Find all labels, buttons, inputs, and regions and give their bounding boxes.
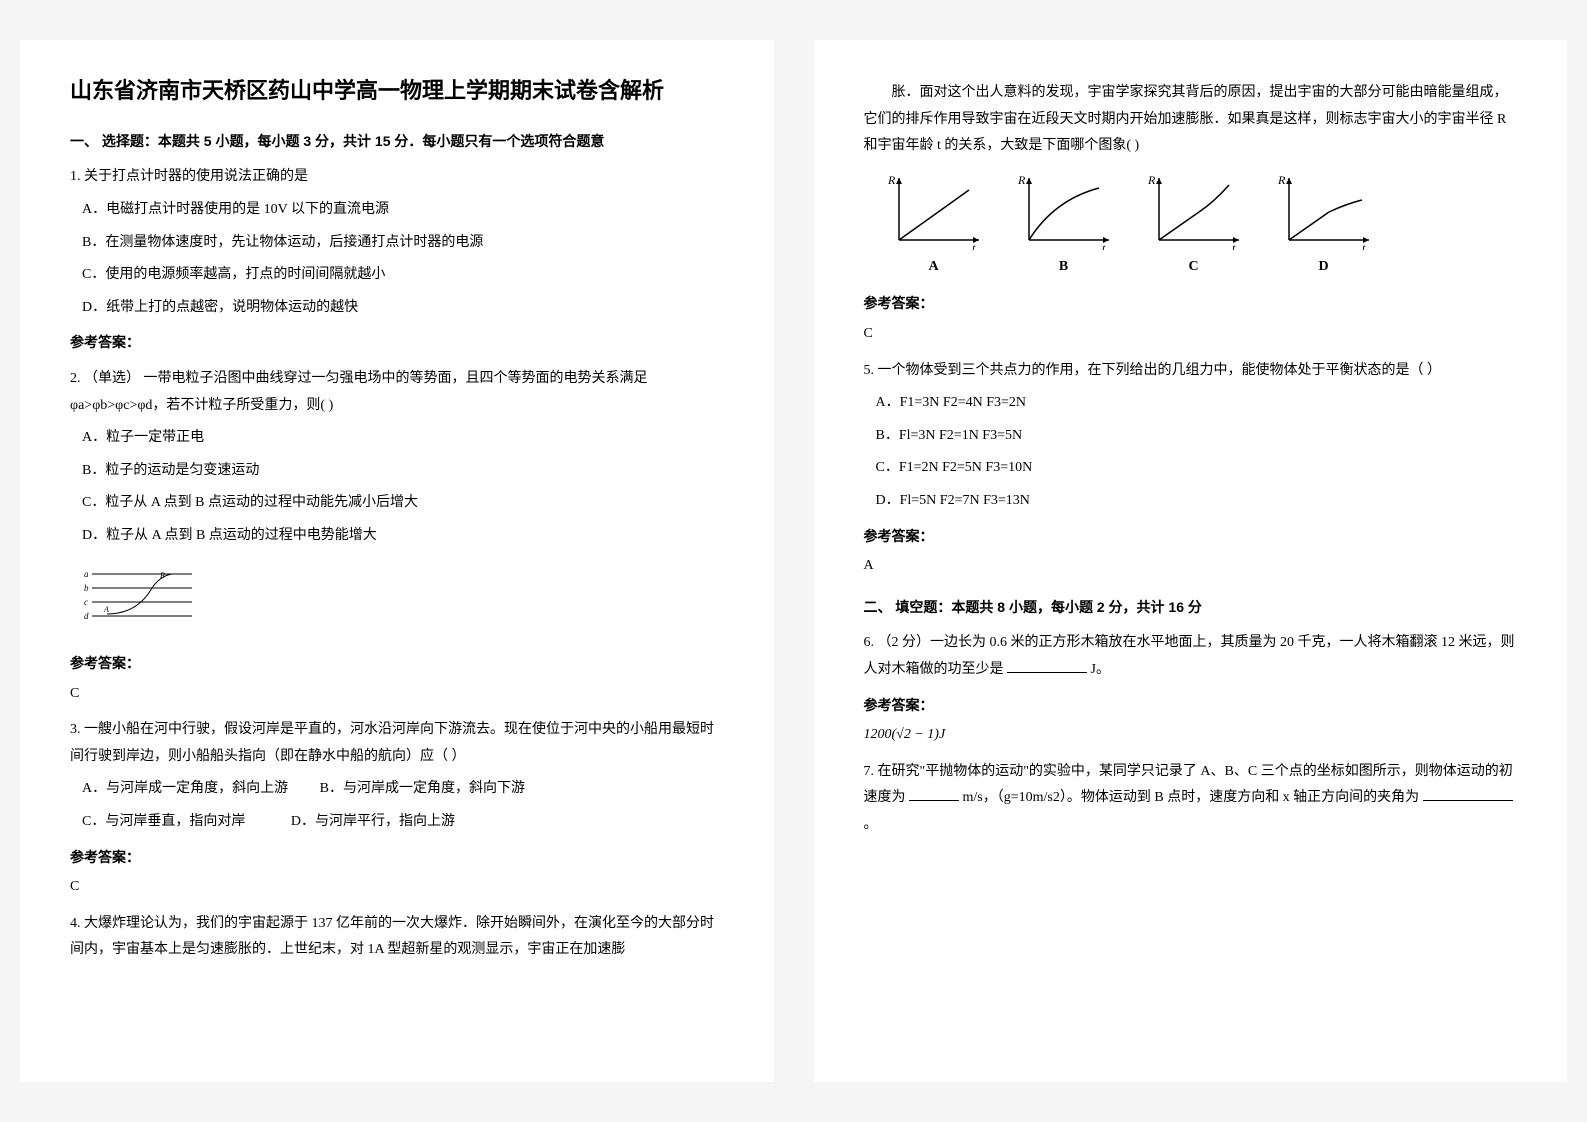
- axis-t-label: t: [1362, 241, 1366, 250]
- q5-stem: 5. 一个物体受到三个共点力的作用，在下列给出的几组力中，能使物体处于平衡状态的…: [864, 358, 1518, 385]
- axis-r-label: R: [1277, 173, 1286, 187]
- graph-d: R t: [1274, 170, 1374, 250]
- q3-opts-ab: A．与河岸成一定角度，斜向上游 B．与河岸成一定角度，斜向下游: [82, 776, 724, 803]
- graph-a: R t: [884, 170, 984, 250]
- graph-b: R t: [1014, 170, 1114, 250]
- graph-d-cell: R t D: [1274, 170, 1374, 281]
- q3-stem: 3. 一艘小船在河中行驶，假设河岸是平直的，河水沿河岸向下游流去。现在使位于河中…: [70, 717, 724, 770]
- graph-b-cell: R t B: [1014, 170, 1114, 281]
- graph-b-label: B: [1014, 254, 1114, 281]
- q2-opt-b: B．粒子的运动是匀变速运动: [82, 458, 724, 485]
- q5-opt-a: A．F1=3N F2=4N F3=2N: [876, 390, 1518, 417]
- graph-c-label: C: [1144, 254, 1244, 281]
- q1-stem: 1. 关于打点计时器的使用说法正确的是: [70, 164, 724, 191]
- svg-text:B: B: [160, 571, 165, 580]
- q6-stem-b: J。: [1091, 662, 1110, 677]
- svg-text:b: b: [84, 583, 89, 593]
- q2-answer: C: [70, 681, 724, 708]
- q4-stem-part2: 胀．面对这个出人意料的发现，宇宙学家探究其背后的原因，提出宇宙的大部分可能由暗能…: [864, 80, 1518, 160]
- paper-title: 山东省济南市天桥区药山中学高一物理上学期期末试卷含解析: [70, 70, 724, 112]
- svg-text:a: a: [84, 569, 89, 579]
- axis-r-label: R: [1147, 173, 1156, 187]
- q7-stem: 7. 在研究"平抛物体的运动"的实验中，某同学只记录了 A、B、C 三个点的坐标…: [864, 759, 1518, 839]
- q4-answer: C: [864, 321, 1518, 348]
- q3-answer: C: [70, 874, 724, 901]
- q4-graphs: R t A R t B R: [884, 170, 1518, 281]
- svg-text:d: d: [84, 611, 89, 621]
- svg-text:c: c: [84, 597, 88, 607]
- q2-opt-d: D．粒子从 A 点到 B 点运动的过程中电势能增大: [82, 523, 724, 550]
- q1-answer-label: 参考答案：: [70, 329, 724, 356]
- q2-opt-c: C．粒子从 A 点到 B 点运动的过程中动能先减小后增大: [82, 490, 724, 517]
- q1-opt-c: C．使用的电源频率越高，打点的时间间隔就越小: [82, 262, 724, 289]
- axis-t-label: t: [972, 241, 976, 250]
- q7-stem-mid: m/s，（g=10m/s2）。物体运动到 B 点时，速度方向和 x 轴正方向间的…: [963, 790, 1420, 805]
- q5-answer: A: [864, 553, 1518, 580]
- q2-opt-a: A．粒子一定带正电: [82, 425, 724, 452]
- q5-answer-label: 参考答案：: [864, 523, 1518, 550]
- section2-header: 二、 填空题：本题共 8 小题，每小题 2 分，共计 16 分: [864, 594, 1518, 621]
- q6-stem: 6. （2 分）一边长为 0.6 米的正方形木箱放在水平地面上，其质量为 20 …: [864, 630, 1518, 683]
- q3-opt-c: C．与河岸垂直，指向对岸: [82, 814, 245, 829]
- q6-answer: 1200(√2 − 1)J: [864, 722, 1518, 749]
- section1-header: 一、 选择题：本题共 5 小题，每小题 3 分，共计 15 分．每小题只有一个选…: [70, 128, 724, 155]
- q1-opt-b: B．在测量物体速度时，先让物体运动，后接通打点计时器的电源: [82, 230, 724, 257]
- svg-text:A: A: [103, 605, 109, 614]
- q3-opt-a: A．与河岸成一定角度，斜向上游: [82, 781, 288, 796]
- q6-stem-a: 6. （2 分）一边长为 0.6 米的正方形木箱放在水平地面上，其质量为 20 …: [864, 635, 1515, 677]
- graph-a-label: A: [884, 254, 984, 281]
- q1-opt-a: A．电磁打点计时器使用的是 10V 以下的直流电源: [82, 197, 724, 224]
- q3-answer-label: 参考答案：: [70, 844, 724, 871]
- q5-opt-d: D．Fl=5N F2=7N F3=13N: [876, 488, 1518, 515]
- graph-c-cell: R t C: [1144, 170, 1244, 281]
- q6-answer-label: 参考答案：: [864, 692, 1518, 719]
- q2-answer-label: 参考答案：: [70, 650, 724, 677]
- q3-opt-b: B．与河岸成一定角度，斜向下游: [320, 781, 525, 796]
- axis-t-label: t: [1102, 241, 1106, 250]
- axis-t-label: t: [1232, 241, 1236, 250]
- q4-answer-label: 参考答案：: [864, 290, 1518, 317]
- left-column: 山东省济南市天桥区药山中学高一物理上学期期末试卷含解析 一、 选择题：本题共 5…: [20, 40, 774, 1082]
- right-column: 胀．面对这个出人意料的发现，宇宙学家探究其背后的原因，提出宇宙的大部分可能由暗能…: [814, 40, 1568, 1082]
- q2-diagram: a b c d A B: [82, 564, 202, 624]
- q6-blank: [1007, 672, 1087, 673]
- q3-opt-d: D．与河岸平行，指向上游: [291, 814, 455, 829]
- q2-stem: 2. （单选） 一带电粒子沿图中曲线穿过一匀强电场中的等势面，且四个等势面的电势…: [70, 366, 724, 419]
- q5-opt-b: B．Fl=3N F2=1N F3=5N: [876, 423, 1518, 450]
- graph-a-cell: R t A: [884, 170, 984, 281]
- q4-stem-part1: 4. 大爆炸理论认为，我们的宇宙起源于 137 亿年前的一次大爆炸．除开始瞬间外…: [70, 911, 724, 964]
- graph-d-label: D: [1274, 254, 1374, 281]
- graph-c: R t: [1144, 170, 1244, 250]
- axis-r-label: R: [887, 173, 896, 187]
- axis-r-label: R: [1017, 173, 1026, 187]
- q3-opts-cd: C．与河岸垂直，指向对岸 D．与河岸平行，指向上游: [82, 809, 724, 836]
- q7-blank1: [909, 800, 959, 801]
- q7-blank2: [1423, 800, 1513, 801]
- q7-stem-end: 。: [864, 817, 878, 832]
- q5-opt-c: C．F1=2N F2=5N F3=10N: [876, 455, 1518, 482]
- q1-opt-d: D．纸带上打的点越密，说明物体运动的越快: [82, 295, 724, 322]
